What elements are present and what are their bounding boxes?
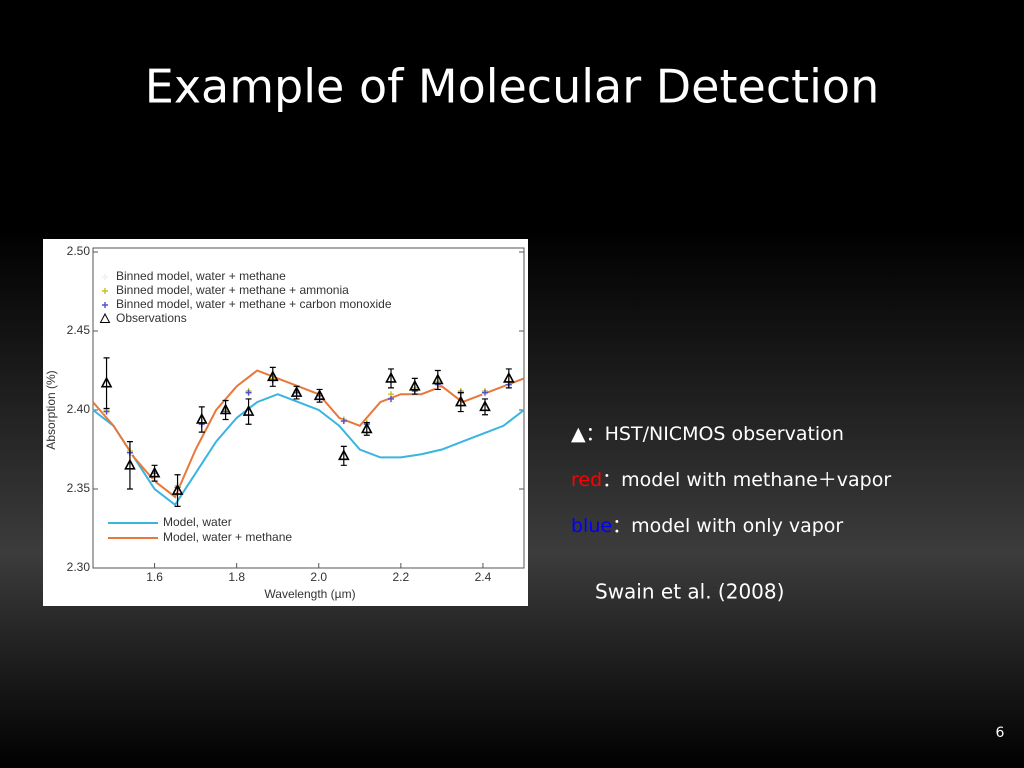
note: blue：model with only vapor: [571, 515, 843, 537]
y-tick-label: 2.45: [67, 323, 91, 337]
x-tick-label: 1.8: [228, 570, 245, 584]
plus-marker: [102, 288, 108, 294]
plot-area: [92, 247, 525, 569]
triangle-marker: [454, 395, 467, 407]
y-tick-label: 2.35: [67, 481, 91, 495]
triangle-marker: [337, 449, 350, 461]
triangle-marker: [171, 483, 184, 495]
citation: Swain et al. (2008): [595, 580, 784, 604]
error-bar: [126, 441, 133, 490]
plus-marker: [340, 418, 347, 425]
plus-marker: [482, 389, 489, 396]
note-text: ：model with methane＋vapor: [602, 469, 891, 491]
note-label: ▲: [571, 423, 586, 445]
note-label: blue: [571, 515, 612, 537]
x-tick-label: 2.0: [310, 570, 327, 584]
triangle-marker: [100, 376, 113, 388]
x-axis-label: Wavelength (µm): [264, 587, 355, 601]
triangle-marker: [502, 371, 515, 383]
y-tick-label: 2.30: [67, 560, 91, 574]
note-label: red: [571, 469, 602, 491]
error-bar: [174, 474, 181, 507]
legend-label: Model, water: [163, 515, 232, 529]
model-line: [92, 369, 525, 499]
triangle-marker: [242, 404, 255, 416]
x-tick-label: 2.2: [393, 570, 410, 584]
legend-label: Binned model, water + methane + ammonia: [116, 283, 349, 297]
error-bar: [198, 406, 205, 433]
note: ▲：HST/NICMOS observation: [571, 423, 844, 445]
legend-label: Model, water + methane: [163, 530, 292, 544]
x-tick-label: 2.4: [475, 570, 492, 584]
y-tick-label: 2.50: [67, 244, 91, 258]
x-tick-label: 1.6: [146, 570, 163, 584]
triangle-marker: [479, 400, 491, 412]
page-number: 6: [996, 725, 1005, 741]
triangle-marker: [360, 422, 373, 434]
triangle-marker: [99, 312, 111, 323]
note-text: ：model with only vapor: [612, 515, 843, 537]
triangle-marker: [431, 373, 444, 385]
legend-label: Observations: [116, 311, 187, 325]
legend-label: Binned model, water + methane + carbon m…: [116, 297, 392, 311]
plus-marker: [245, 389, 252, 396]
y-tick-label: 2.40: [67, 402, 91, 416]
triangle-marker: [195, 412, 208, 424]
note: red：model with methane＋vapor: [571, 469, 891, 491]
slide-title: Example of Molecular Detection: [145, 60, 879, 114]
triangle-marker: [148, 466, 161, 478]
error-bar: [103, 357, 110, 410]
plot: 2.30 2.35 2.40 2.45 2.50 1.6 1.8 2.0 2.2 2.4 Wavel…: [44, 244, 525, 601]
model-line: [92, 393, 525, 507]
plus-marker: [102, 302, 108, 308]
triangle-marker: [408, 379, 421, 391]
figure-frame: [43, 239, 528, 606]
triangle-marker: [266, 370, 279, 382]
notes: ▲：HST/NICMOS observation red：model with m…: [571, 423, 891, 537]
triangle-marker: [124, 458, 136, 470]
note-text: ：HST/NICMOS observation: [586, 423, 844, 445]
legend-label: Binned model, water + methane: [116, 269, 286, 283]
triangle-marker: [385, 371, 397, 383]
plus-marker: [388, 395, 395, 402]
triangle-marker: [219, 403, 232, 415]
y-axis-label: Absorption (%): [44, 370, 58, 449]
error-bar: [245, 398, 252, 425]
triangle-marker: [313, 389, 326, 401]
triangle-marker: [290, 385, 303, 397]
plus-marker: [102, 274, 108, 280]
plus-marker: [103, 408, 110, 415]
